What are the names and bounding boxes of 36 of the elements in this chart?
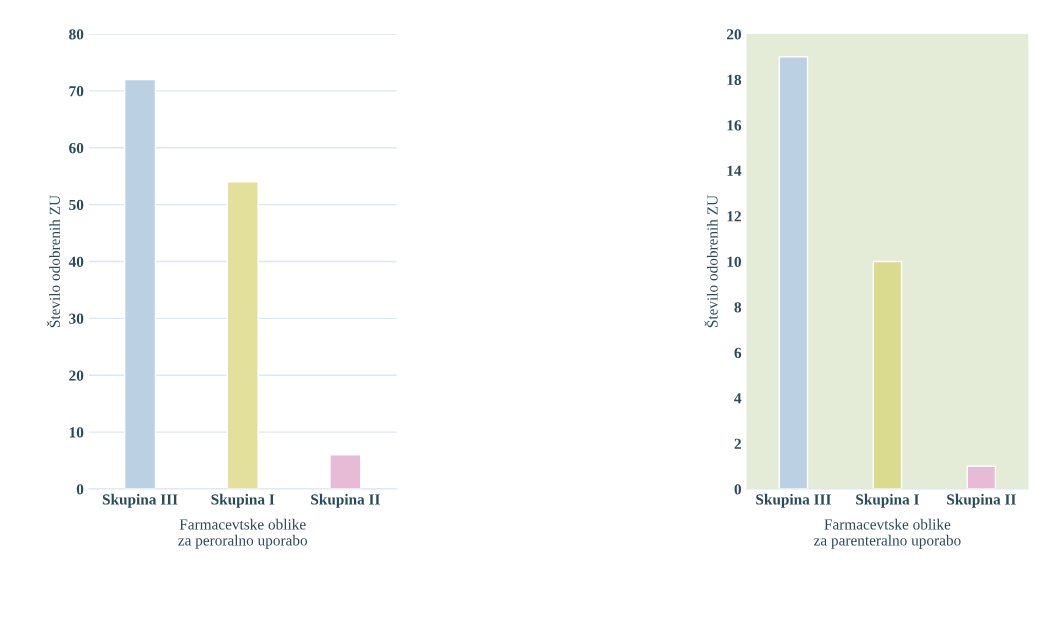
y-axis-title: Število odobrenih ZU (704, 195, 718, 328)
y-tick-label: 16 (727, 120, 742, 131)
bar (966, 465, 997, 490)
y-tick-label: 20 (69, 370, 84, 381)
bar (329, 454, 362, 490)
y-tick-label: 50 (69, 199, 84, 211)
bar (226, 181, 259, 490)
y-tick-label: 6 (734, 347, 742, 358)
y-tick-label: 10 (727, 256, 742, 267)
y-axis-title: Število odobrenih ZU (46, 195, 60, 328)
x-tick-label: Skupina III (756, 493, 831, 508)
x-tick-label: Skupina III (102, 493, 178, 508)
y-tick-label: 12 (727, 211, 741, 222)
bar (778, 56, 809, 490)
y-tick-label: 30 (69, 313, 84, 324)
x-tick-label: Skupina II (947, 493, 1016, 508)
x-axis-title: Farmacevtske oblike za peroralno uporabo (178, 518, 308, 549)
y-tick-label: 0 (76, 484, 84, 495)
y-tick-label: 10 (69, 427, 84, 438)
y-tick-label: 80 (69, 29, 84, 40)
x-tick-label: Skupina I (211, 493, 275, 508)
y-tick-label: 60 (69, 142, 84, 154)
y-tick-label: 4 (734, 393, 742, 404)
y-tick-label: 0 (734, 484, 742, 495)
x-tick-label: Skupina II (311, 493, 380, 508)
y-tick-label: 8 (734, 302, 742, 313)
y-tick-label: 14 (727, 165, 742, 176)
y-tick-label: 2 (734, 438, 741, 449)
bar (123, 78, 157, 490)
bar (872, 260, 903, 490)
y-tick-label: 70 (69, 86, 84, 97)
y-tick-label: 40 (68, 256, 84, 267)
y-tick-label: 20 (726, 29, 742, 40)
y-tick-label: 18 (727, 74, 742, 85)
x-axis-title: Farmacevtske oblike za parenteralno uporabo (814, 518, 961, 549)
x-tick-label: Skupina I (856, 493, 919, 508)
